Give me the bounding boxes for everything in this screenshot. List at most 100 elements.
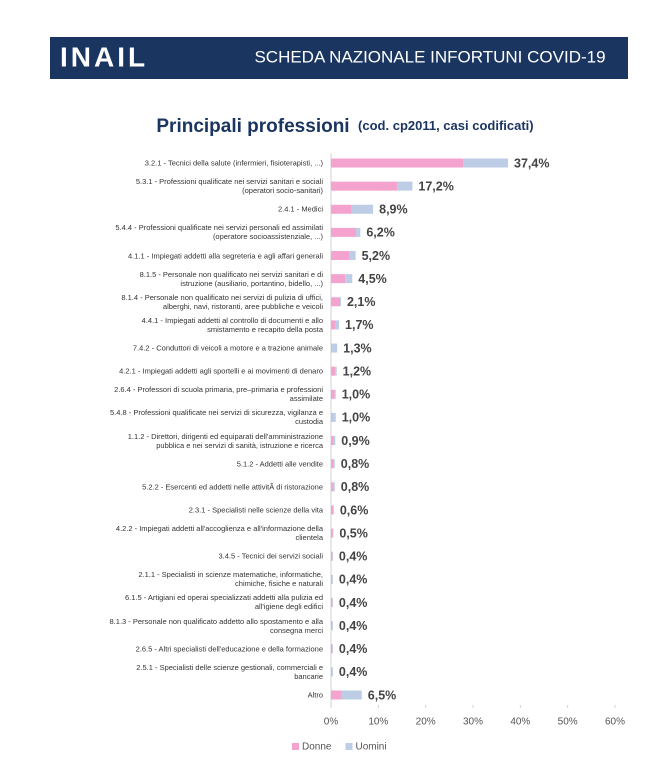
category-label: 4.2.1 - Impiegati addetti agli sportelli… — [119, 366, 323, 376]
category-label: 8.1.3 - Personale non qualificato addett… — [109, 616, 323, 635]
category-label: 4.1.1 - Impiegati addetti alla segreteri… — [128, 251, 323, 261]
bar-segment — [332, 482, 335, 492]
total-label: 17,2% — [418, 179, 453, 193]
bar-segment — [331, 227, 357, 237]
x-tick-label: 20% — [416, 717, 436, 728]
category-label: 5.2.2 - Esercenti ed addetti nelle attiv… — [142, 482, 323, 492]
x-tick-label: 60% — [605, 717, 625, 728]
category-label: 2.6.4 - Professori di scuola primaria, p… — [114, 385, 323, 404]
bar-segment — [331, 436, 334, 446]
bar-segment — [331, 412, 332, 422]
category-label: 1.1.2 - Direttori, dirigenti ed equipara… — [127, 431, 323, 450]
bar-segment — [397, 181, 413, 191]
bar-segment — [331, 621, 333, 631]
bar-segment — [345, 274, 353, 284]
total-label: 0,4% — [339, 619, 368, 633]
total-label: 6,2% — [366, 226, 395, 240]
total-label: 1,7% — [345, 318, 374, 332]
category-label: 4.4.1 - Impiegati addetti al controllo d… — [141, 315, 323, 334]
legend-swatch — [345, 743, 353, 750]
title: Principali professioni — [156, 116, 349, 137]
total-label: 0,4% — [339, 642, 368, 656]
bar-segment — [339, 297, 341, 307]
bar-segment — [463, 158, 509, 168]
category-label: 2.3.1 - Specialisti nelle scienze della … — [188, 505, 323, 515]
bar-segment — [333, 459, 335, 469]
total-label: 2,1% — [347, 295, 376, 309]
bar-segment — [331, 389, 335, 399]
total-label: 1,0% — [342, 411, 371, 425]
total-label: 1,2% — [343, 364, 372, 378]
bar-segment — [331, 320, 336, 330]
total-label: 0,4% — [339, 665, 368, 679]
bar-segment — [331, 251, 349, 261]
bar-segment — [331, 574, 333, 584]
bar-segment — [331, 204, 352, 214]
bar-segment — [331, 482, 333, 492]
bar-segment — [331, 505, 334, 515]
category-label: 5.3.1 - Professioni qualificate nei serv… — [135, 177, 323, 196]
bar-segment — [331, 644, 333, 654]
category-label: 4.2.2 - Impiegati addetti all'accoglienz… — [115, 524, 323, 543]
category-label: 2.5.1 - Specialisti delle scienze gestio… — [136, 662, 323, 681]
bar-segment — [331, 343, 338, 353]
total-label: 0,8% — [341, 480, 370, 494]
total-label: 0,4% — [339, 596, 368, 610]
header-title: SCHEDA NAZIONALE INFORTUNI COVID-19 — [254, 47, 605, 66]
category-label: 5.4.4 - Professioni qualificate nei serv… — [115, 223, 323, 242]
header-band — [50, 37, 628, 79]
bar-segment — [331, 412, 336, 422]
category-label: 3.4.5 - Tecnici dei servizi sociali — [218, 551, 324, 561]
bar-segment — [335, 366, 337, 376]
total-label: 0,8% — [341, 457, 370, 471]
x-tick-label: 0% — [324, 717, 339, 728]
category-label: 6.1.5 - Artigiani ed operai specializzat… — [124, 593, 323, 612]
legend-swatch — [292, 743, 299, 750]
total-label: 1,3% — [343, 341, 372, 355]
category-label: 8.1.5 - Personale non qualificato nei se… — [139, 269, 323, 288]
total-label: 6,5% — [368, 688, 397, 702]
bar-segment — [351, 204, 374, 214]
bar-segment — [331, 274, 346, 284]
bar-segment — [333, 436, 336, 446]
bar-segment — [356, 227, 361, 237]
total-label: 1,0% — [342, 388, 371, 402]
category-label: Altro — [307, 690, 323, 700]
category-label: 5.4.8 - Professioni qualificate nei serv… — [109, 408, 323, 427]
x-tick-label: 10% — [368, 717, 388, 728]
subtitle: (cod. cp2011, casi codificati) — [358, 118, 534, 133]
category-label: 7.4.2 - Conduttori di veicoli a motore e… — [132, 343, 323, 353]
bar-segment — [331, 459, 334, 469]
x-tick-label: 40% — [510, 717, 530, 728]
bar-segment — [341, 690, 362, 700]
bar-segment — [348, 251, 356, 261]
bar-segment — [331, 528, 333, 538]
bar-segment — [331, 551, 333, 561]
bar-segment — [334, 389, 336, 399]
total-label: 37,4% — [514, 156, 549, 170]
logo: INAIL — [60, 41, 148, 72]
bar-segment — [331, 297, 340, 307]
bar-segment — [331, 667, 333, 677]
category-label: 2.4.1 - Medici — [277, 204, 323, 214]
x-tick-label: 30% — [463, 717, 483, 728]
total-label: 0,4% — [339, 573, 368, 587]
x-tick-label: 50% — [558, 717, 578, 728]
total-label: 4,5% — [358, 272, 387, 286]
bar-segment — [335, 320, 340, 330]
bar-segment — [331, 181, 398, 191]
bar-segment — [331, 158, 464, 168]
category-label: 2.6.5 - Altri specialisti dell'educazion… — [135, 644, 323, 654]
total-label: 0,4% — [339, 550, 368, 564]
category-label: 2.1.1 - Specialisti in scienze matematic… — [138, 570, 323, 589]
category-label: 5.1.2 - Addetti alle vendite — [236, 459, 323, 469]
total-label: 5,2% — [362, 249, 391, 263]
total-label: 0,9% — [341, 434, 370, 448]
total-label: 0,5% — [339, 526, 368, 540]
bar-segment — [331, 366, 336, 376]
bar-segment — [331, 690, 342, 700]
category-label: 3.2.1 - Tecnici della salute (infermieri… — [144, 158, 323, 168]
chart-title: Principali professioni (cod. cp2011, cas… — [156, 116, 533, 137]
